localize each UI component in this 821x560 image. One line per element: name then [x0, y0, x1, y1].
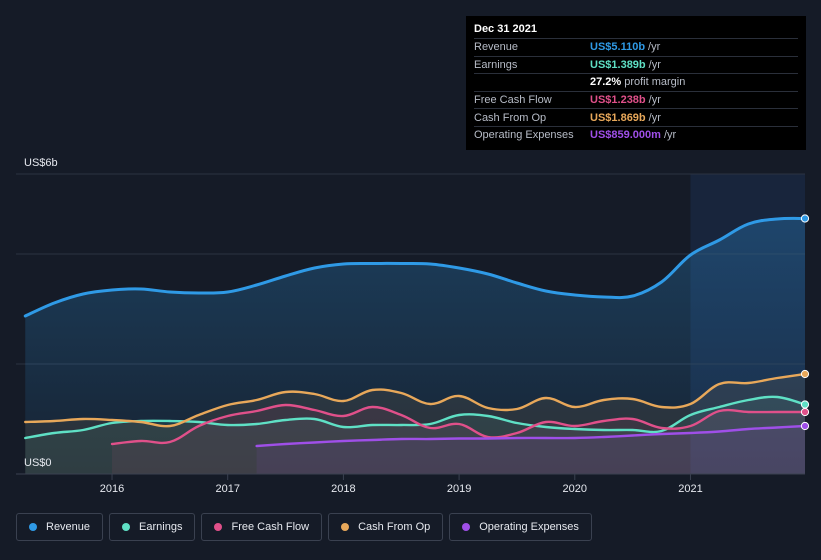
series-area [256, 426, 805, 474]
legend-dot-icon [462, 523, 471, 531]
legend-label: Free Cash Flow [231, 521, 310, 533]
tooltip-row-label: Cash From Op [474, 111, 547, 124]
legend-dot-icon [122, 523, 131, 531]
tooltip-row-unit: /yr [663, 129, 677, 142]
legend-label: Cash From Op [358, 521, 431, 533]
series-line [23, 216, 807, 318]
tooltip-row-value: US$859.000m [590, 129, 661, 142]
tooltip-row-value: US$1.869b [590, 111, 646, 124]
tooltip-row-unit: profit margin [624, 76, 686, 89]
tooltip-row: 27.2% profit margin [474, 73, 798, 91]
series-end-marker [800, 421, 810, 431]
tooltip-row: Cash From Op US$1.869b/yr [474, 108, 798, 126]
legend-dot-icon [341, 523, 350, 531]
legend-dot-icon [214, 523, 223, 531]
x-axis: 2016 2017 2018 2019 2020 2021 [16, 473, 805, 495]
legend: Revenue Earnings Free Cash Flow Cash From O… [16, 513, 592, 541]
series-end-marker [800, 369, 810, 379]
legend-item[interactable]: Revenue [16, 513, 104, 541]
x-tick-label: 2021 [678, 483, 702, 495]
tooltip-row-value: 27.2% [590, 76, 622, 89]
tooltip-row-unit: /yr [648, 58, 661, 71]
tooltip-row: Free Cash Flow US$1.238b/yr [474, 90, 798, 109]
x-tick-label: 2020 [563, 483, 587, 495]
x-tick-label: 2018 [331, 483, 355, 495]
series-line [255, 424, 807, 448]
y-axis-min-label: US$0 [24, 457, 52, 469]
series-end-marker [800, 214, 810, 223]
x-tick-label: 2016 [100, 483, 124, 495]
series-line [110, 403, 807, 446]
tooltip-row-label: Revenue [474, 41, 519, 54]
series-line [24, 372, 807, 428]
series-end-markers [800, 214, 810, 431]
tooltip-row-label: Earnings [474, 58, 518, 71]
tooltip-row-value: US$1.238b [590, 94, 646, 107]
area-chart: 2016 2017 2018 2019 2020 2021 US$6b US$0 [16, 157, 810, 495]
tooltip-row: Revenue US$5.110b/yr [474, 38, 798, 56]
legend-dot-icon [29, 523, 37, 531]
series-area [25, 218, 806, 474]
tooltip-row-unit: /yr [648, 111, 661, 124]
series-area [25, 396, 806, 474]
series-line [24, 395, 807, 440]
tooltip-row: Earnings US$1.389b/yr [474, 55, 798, 74]
tooltip-panel: Dec 31 2021 Revenue US$5.110b/yr Earnings U… [466, 16, 806, 150]
legend-label: Operating Expenses [479, 521, 579, 533]
tooltip-row-value: US$1.389b [590, 58, 646, 71]
tooltip-row-value: US$5.110b [590, 41, 646, 54]
legend-item[interactable]: Operating Expenses [449, 513, 592, 541]
legend-label: Revenue [46, 521, 91, 533]
series-lines [23, 216, 807, 448]
tooltip-date: Dec 31 2021 [474, 23, 537, 35]
tooltip-row-unit: /yr [648, 41, 661, 54]
series-end-marker [800, 407, 810, 417]
tooltip-row: Operating Expenses US$859.000m/yr [474, 125, 798, 144]
series-areas [25, 218, 806, 474]
legend-item[interactable]: Cash From Op [328, 513, 444, 541]
tooltip-row-label: Free Cash Flow [474, 94, 552, 107]
legend-label: Earnings [139, 521, 183, 533]
x-tick-label: 2019 [447, 483, 471, 495]
y-axis-max-label: US$6b [24, 157, 58, 169]
legend-item[interactable]: Free Cash Flow [201, 513, 323, 541]
series-end-marker [800, 400, 810, 409]
legend-item[interactable]: Earnings [109, 513, 196, 541]
tooltip-row-label: Operating Expenses [474, 129, 574, 142]
tooltip-row-unit: /yr [648, 94, 661, 107]
x-tick-label: 2017 [215, 483, 239, 495]
